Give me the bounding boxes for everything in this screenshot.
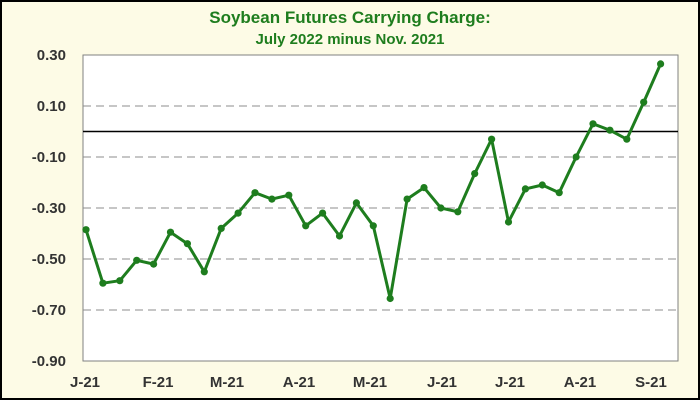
x-tick-label: A-21 bbox=[564, 374, 597, 391]
data-point bbox=[538, 181, 546, 189]
x-tick-label: M-21 bbox=[353, 374, 387, 391]
data-point bbox=[521, 185, 530, 193]
data-point bbox=[150, 260, 158, 268]
x-tick-label: M-21 bbox=[210, 374, 244, 391]
data-point bbox=[268, 195, 276, 203]
data-point bbox=[504, 218, 513, 226]
y-tick-label: -0.10 bbox=[32, 149, 66, 166]
data-point bbox=[454, 208, 462, 216]
data-point bbox=[589, 120, 597, 128]
x-tick-label: J-21 bbox=[427, 374, 457, 391]
data-point bbox=[319, 209, 327, 217]
x-tick-label: J-21 bbox=[495, 374, 525, 391]
plot-area bbox=[82, 54, 679, 362]
data-point bbox=[572, 153, 580, 161]
data-point bbox=[285, 191, 293, 199]
data-point bbox=[640, 98, 648, 106]
data-point bbox=[606, 126, 614, 134]
chart-subtitle: July 2022 minus Nov. 2021 bbox=[255, 31, 445, 48]
data-point bbox=[183, 240, 191, 248]
data-point bbox=[386, 294, 394, 303]
x-tick-label: F-21 bbox=[143, 374, 174, 391]
x-tick-label: J-21 bbox=[70, 374, 100, 391]
data-point bbox=[166, 228, 175, 236]
y-tick-label: 0.30 bbox=[37, 47, 66, 64]
data-point bbox=[471, 170, 479, 178]
chart-title: Soybean Futures Carrying Charge: bbox=[209, 8, 491, 27]
y-tick-label: -0.50 bbox=[32, 251, 66, 268]
data-point bbox=[82, 226, 90, 234]
data-point bbox=[657, 60, 665, 68]
data-point bbox=[403, 195, 411, 203]
data-point bbox=[369, 222, 377, 230]
data-point bbox=[302, 222, 310, 230]
data-point bbox=[251, 189, 259, 197]
x-tick-label: S-21 bbox=[635, 374, 667, 391]
data-point bbox=[99, 279, 107, 287]
y-tick-label: -0.90 bbox=[32, 353, 66, 370]
data-point bbox=[217, 224, 225, 232]
data-point bbox=[488, 135, 496, 143]
data-point bbox=[133, 256, 141, 264]
data-point bbox=[555, 189, 563, 197]
data-point bbox=[352, 199, 360, 207]
y-tick-label: -0.30 bbox=[32, 200, 66, 217]
y-tick-label: 0.10 bbox=[37, 98, 66, 115]
data-point bbox=[437, 204, 445, 212]
data-point bbox=[335, 232, 344, 240]
data-point bbox=[623, 135, 631, 143]
data-point bbox=[116, 277, 124, 285]
x-tick-label: A-21 bbox=[283, 374, 316, 391]
data-point bbox=[200, 268, 208, 276]
data-point bbox=[420, 184, 428, 192]
data-point bbox=[234, 209, 242, 217]
y-tick-label: -0.70 bbox=[32, 302, 66, 319]
